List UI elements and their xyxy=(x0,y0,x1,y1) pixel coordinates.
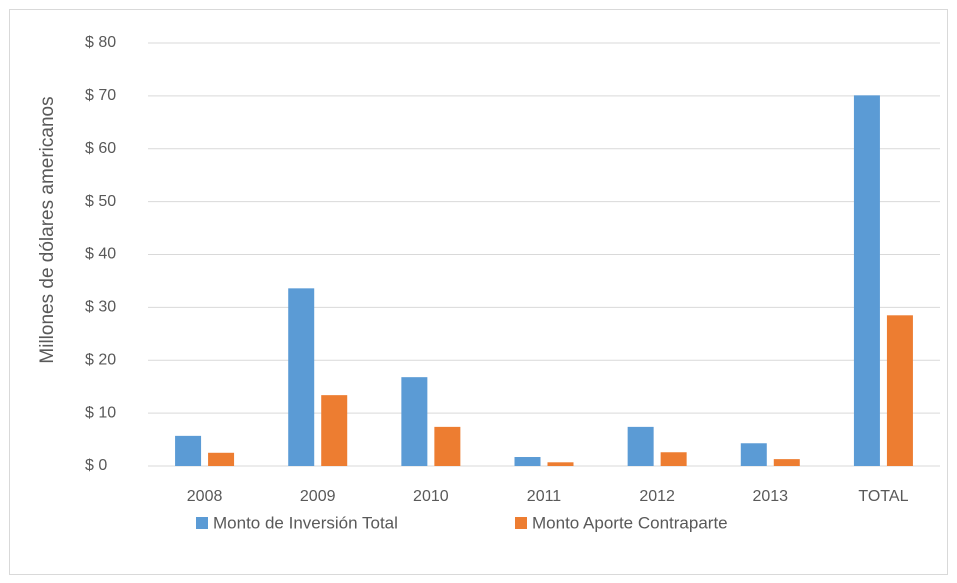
bar xyxy=(175,435,202,466)
y-axis-label: Millones de dólares americanos xyxy=(37,96,58,363)
y-tick-label: $ 0 xyxy=(85,457,107,474)
bar xyxy=(514,457,541,466)
x-tick-label: 2012 xyxy=(639,488,675,505)
x-tick-label: 2008 xyxy=(187,488,223,505)
y-tick-label: $ 50 xyxy=(85,193,116,210)
x-tick-label: 2013 xyxy=(752,488,788,505)
y-tick-label: $ 20 xyxy=(85,351,116,368)
legend-label: Monto Aporte Contraparte xyxy=(532,513,728,532)
y-tick-label: $ 10 xyxy=(85,404,116,421)
bar xyxy=(773,459,800,466)
y-tick-label: $ 80 xyxy=(85,34,116,51)
bar xyxy=(660,452,687,466)
bar xyxy=(401,377,428,466)
bar xyxy=(321,395,348,466)
y-tick-label: $ 40 xyxy=(85,246,116,263)
y-tick-label: $ 30 xyxy=(85,299,116,316)
bar xyxy=(288,288,315,466)
bar xyxy=(853,95,880,466)
bar xyxy=(627,426,654,466)
x-tick-label: 2009 xyxy=(300,488,336,505)
chart-border xyxy=(9,9,948,575)
legend-swatch xyxy=(515,517,527,529)
bar xyxy=(740,443,767,466)
y-tick-label: $ 60 xyxy=(85,140,116,157)
x-tick-label: 2010 xyxy=(413,488,449,505)
bar xyxy=(434,426,461,466)
x-tick-label: 2011 xyxy=(527,488,562,505)
legend-swatch xyxy=(196,517,208,529)
x-tick-label: TOTAL xyxy=(858,488,908,505)
bar xyxy=(547,462,574,466)
y-tick-label: $ 70 xyxy=(85,87,116,104)
bar xyxy=(886,315,913,466)
bar xyxy=(208,452,235,466)
legend-label: Monto de Inversión Total xyxy=(213,513,398,532)
